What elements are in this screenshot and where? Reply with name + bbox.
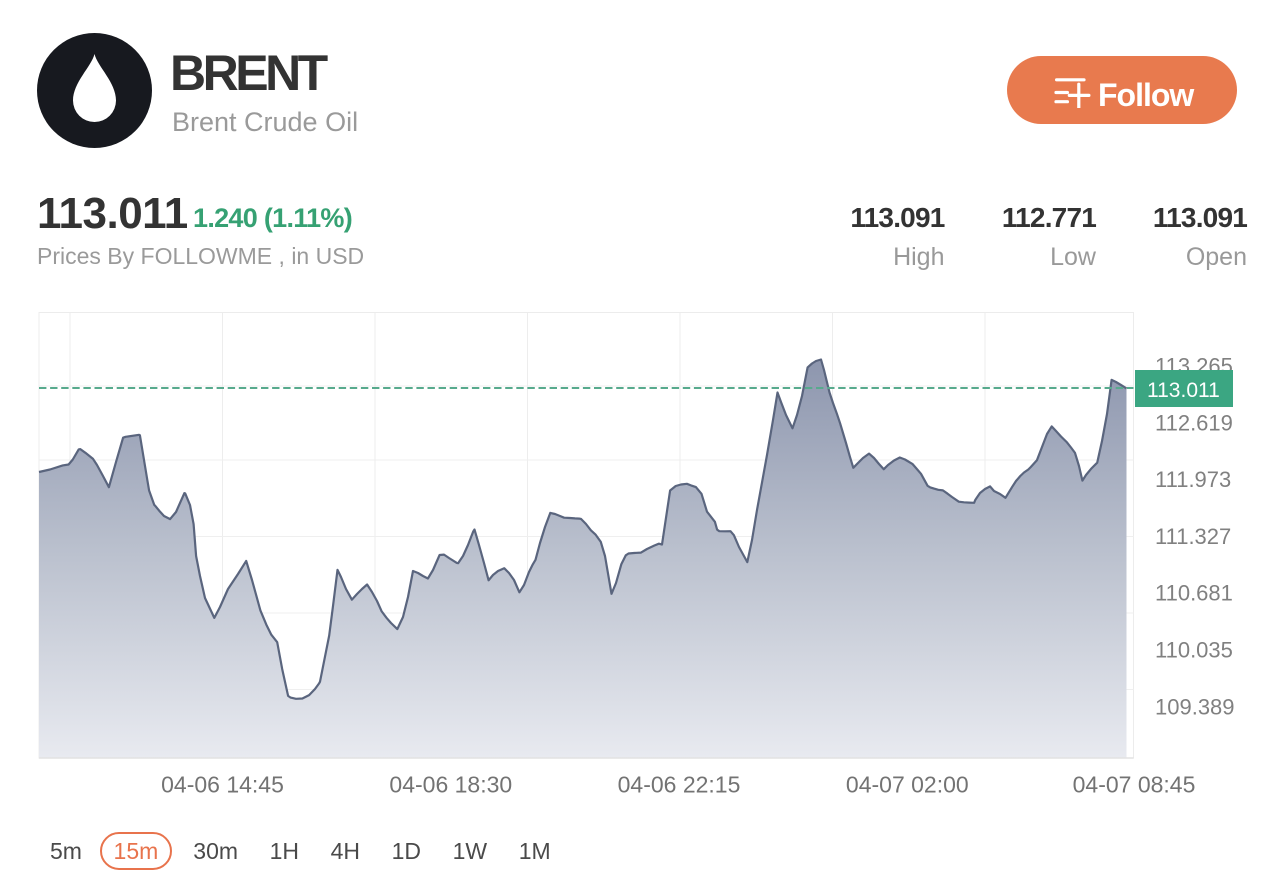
svg-text:04-06 18:30: 04-06 18:30 [389,772,512,798]
svg-text:04-06 14:45: 04-06 14:45 [161,772,284,798]
svg-text:113.011: 113.011 [1147,379,1220,402]
svg-text:110.681: 110.681 [1155,581,1233,606]
svg-text:109.389: 109.389 [1155,694,1235,719]
svg-text:111.327: 111.327 [1155,524,1231,549]
svg-text:112.619: 112.619 [1155,410,1233,435]
svg-text:110.035: 110.035 [1155,638,1233,663]
svg-text:04-06 22:15: 04-06 22:15 [618,772,741,798]
svg-text:04-07 08:45: 04-07 08:45 [1073,772,1196,798]
svg-text:04-07 02:00: 04-07 02:00 [846,772,969,798]
svg-text:111.973: 111.973 [1155,467,1231,492]
